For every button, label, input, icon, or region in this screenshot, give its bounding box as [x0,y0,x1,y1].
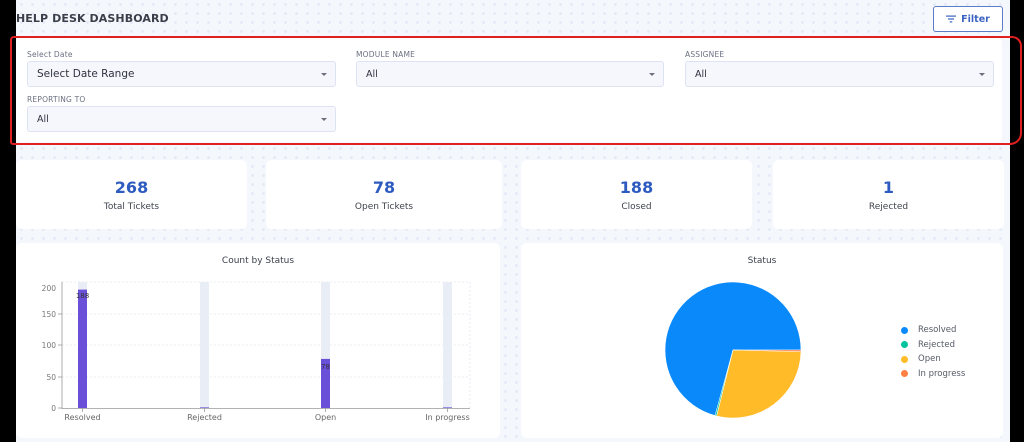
status-pie-chart-card: Status Resolved Rejected Open [521,243,1003,438]
chevron-down-icon [321,118,327,121]
reporting-to-dropdown[interactable]: All [27,106,336,132]
page-title: HELP DESK DASHBOARD [16,12,169,25]
stat-label: Open Tickets [354,201,414,212]
filter-button-label: Filter [961,13,990,25]
reporting-to-value: All [37,113,49,125]
chevron-down-icon [979,73,985,76]
bar-value-label: 78 [321,363,330,371]
y-tick: 200 [42,284,57,293]
y-tick: 100 [42,341,57,350]
bar-resolved[interactable] [78,289,87,408]
y-tick: 0 [51,404,56,413]
x-tick-label: Open [315,413,336,422]
assignee-dropdown[interactable]: All [685,61,994,87]
chevron-down-icon [321,73,327,76]
pie-slice-open[interactable] [716,349,802,419]
bar-value-label: 188 [76,292,89,300]
stat-value: 1 [882,177,895,197]
reporting-to-label: REPORTING TO [27,95,86,104]
legend-label: Resolved [918,325,957,336]
select-date-label: Select Date [27,50,73,59]
select-date-value: Select Date Range [37,68,135,80]
stat-value: 268 [114,177,149,197]
circle-icon [901,341,908,349]
y-tick: 50 [46,373,56,382]
x-tick-label: In progress [425,413,470,422]
bar-in-progress[interactable] [443,407,452,408]
assignee-value: All [695,68,707,80]
bar-chart-title: Count by Status [221,256,295,266]
stat-value: 78 [372,177,396,197]
stat-label: Total Tickets [103,201,160,212]
bar-chart: 0 50 100 150 200 [42,281,471,422]
circle-icon [901,326,908,334]
pie-chart-title: Status [747,256,777,266]
select-date-dropdown[interactable]: Select Date Range [27,61,336,87]
x-tick-label: Resolved [64,413,100,422]
module-name-value: All [366,68,378,80]
x-tick-label: Rejected [187,413,222,422]
stat-value: 188 [619,177,654,197]
circle-icon [901,355,908,363]
stat-card-open-tickets: 78 Open Tickets [266,160,502,229]
assignee-label: ASSIGNEE [685,50,725,59]
count-by-status-chart-card: Count by Status 0 50 100 150 200 [16,243,500,438]
stat-label: Rejected [868,201,909,212]
stat-card-rejected: 1 Rejected [773,160,1004,229]
help-desk-dashboard: HELP DESK DASHBOARD Filter Select Date S… [16,0,1010,442]
circle-icon [901,370,908,378]
filter-lines-icon [946,15,957,23]
bar-open[interactable] [321,358,330,408]
legend-item-rejected[interactable]: Rejected [901,338,965,353]
stat-card-total-tickets: 268 Total Tickets [16,160,247,229]
stat-card-closed: 188 Closed [521,160,752,229]
pie-chart [664,281,802,419]
legend-label: In progress [918,368,966,379]
bar-rejected[interactable] [200,407,209,408]
filter-button[interactable]: Filter [933,6,1003,32]
pie-slice-in-progress[interactable] [732,349,802,352]
legend-item-resolved[interactable]: Resolved [901,323,965,338]
chevron-down-icon [649,73,655,76]
y-tick: 150 [42,310,57,319]
pie-slice-resolved[interactable] [664,281,802,416]
pie-legend: Resolved Rejected Open In progress [901,323,965,381]
legend-item-in-progress[interactable]: In progress [901,367,965,382]
module-name-label: MODULE NAME [356,50,416,59]
module-name-dropdown[interactable]: All [356,61,664,87]
filter-panel: Select Date Select Date Range MODULE NAM… [16,38,1002,142]
stat-label: Closed [621,201,652,212]
legend-label: Rejected [918,339,955,350]
legend-label: Open [918,354,941,365]
legend-item-open[interactable]: Open [901,352,965,367]
